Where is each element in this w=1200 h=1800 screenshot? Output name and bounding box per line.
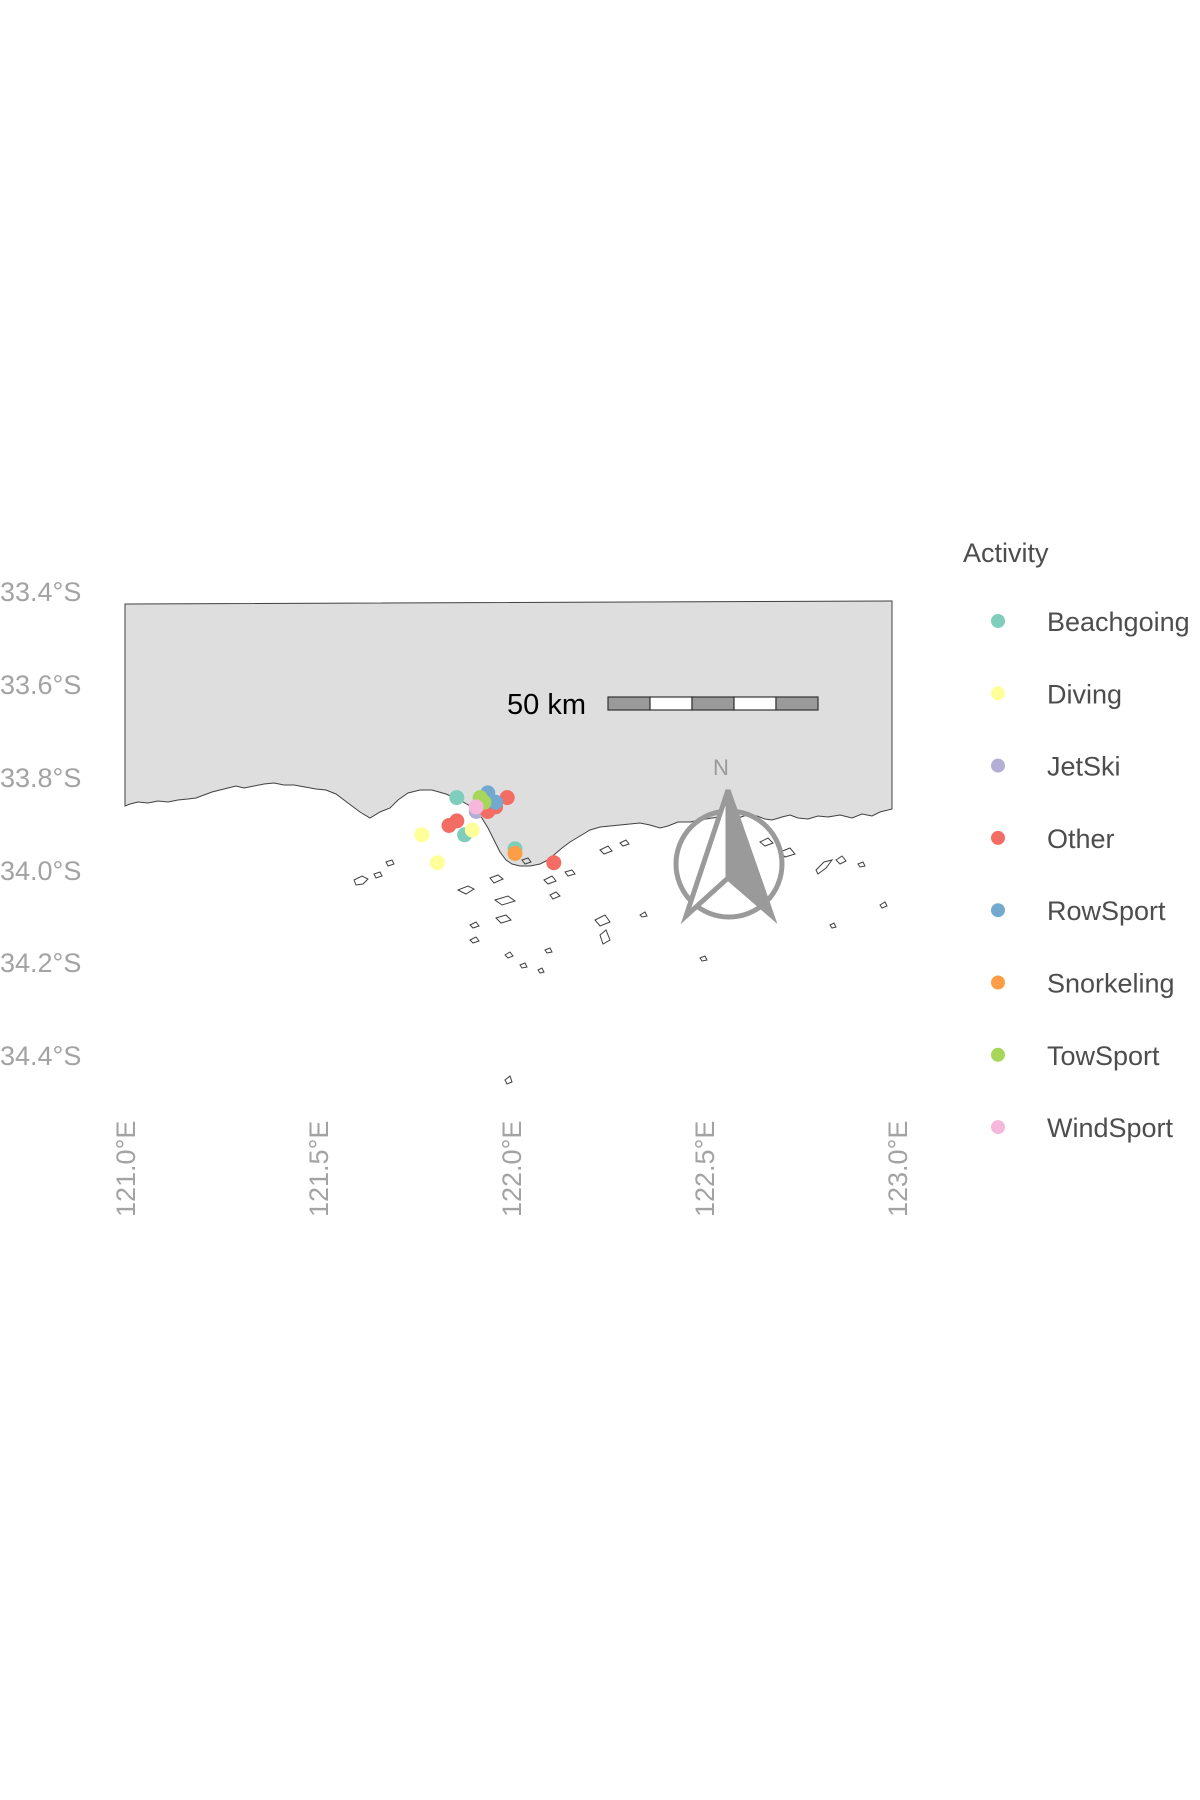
island [829, 922, 837, 929]
island [519, 962, 528, 969]
north-arrow-label: N [713, 755, 729, 780]
island [599, 929, 611, 945]
scale-bar-label: 50 km [507, 689, 586, 721]
island [537, 967, 545, 974]
activity-points [414, 785, 562, 871]
legend-title: Activity [963, 538, 1049, 568]
scale-segment [607, 696, 651, 711]
island [639, 911, 648, 918]
scale-bar: 50 km [507, 689, 819, 721]
island [504, 1075, 513, 1085]
legend-label: RowSport [1047, 896, 1166, 926]
point-other [546, 855, 562, 871]
legend-key [991, 686, 1005, 701]
legend-key [991, 1120, 1005, 1135]
island [619, 839, 630, 847]
island [373, 871, 383, 879]
island [699, 955, 708, 962]
island [564, 869, 576, 877]
y-tick-label: 33.6°S [0, 670, 81, 700]
legend-item-jetski: JetSki [991, 752, 1121, 782]
scale-segment [775, 696, 819, 711]
islands [353, 837, 888, 1085]
island [456, 885, 476, 895]
legend-key [991, 903, 1005, 918]
island [857, 861, 866, 868]
legend-item-beachgoing: Beachgoing [991, 607, 1190, 637]
legend-key [991, 975, 1005, 990]
island [353, 875, 369, 886]
north-arrow: N [673, 755, 785, 925]
x-tick-label: 123.0°E [883, 1121, 913, 1217]
island [759, 837, 774, 847]
legend-label: Beachgoing [1047, 607, 1190, 637]
legend-item-towsport: TowSport [991, 1041, 1160, 1071]
north-arrow-right-half [725, 789, 778, 925]
island [599, 845, 613, 855]
island [521, 857, 532, 865]
x-axis: 121.0°E 121.5°E 122.0°E 122.5°E 123.0°E [111, 1121, 913, 1217]
island [543, 875, 557, 885]
scale-segment [733, 696, 777, 711]
land-polygon [124, 600, 893, 867]
island [385, 859, 395, 867]
y-tick-label: 33.8°S [0, 763, 81, 793]
point-diving [414, 827, 430, 843]
legend-label: WindSport [1047, 1113, 1174, 1143]
x-tick-label: 122.0°E [497, 1121, 527, 1217]
legend-label: JetSki [1047, 752, 1121, 782]
y-tick-label: 34.4°S [0, 1041, 81, 1071]
legend-item-rowsport: RowSport [991, 896, 1166, 926]
legend-label: TowSport [1047, 1041, 1160, 1071]
island [544, 947, 553, 954]
island [489, 874, 504, 884]
x-tick-label: 122.5°E [690, 1121, 720, 1217]
point-windsport [468, 799, 484, 815]
point-snorkeling [507, 845, 523, 861]
legend-item-diving: Diving [991, 679, 1122, 709]
point-other [449, 813, 465, 829]
legend-label: Snorkeling [1047, 969, 1175, 999]
y-tick-label: 34.0°S [0, 856, 81, 886]
scale-segment [691, 696, 735, 711]
island [493, 895, 517, 906]
x-tick-label: 121.0°E [111, 1121, 141, 1217]
legend-key [991, 1047, 1005, 1062]
island [549, 891, 561, 900]
point-diving [429, 855, 445, 871]
legend-item-windsport: WindSport [991, 1113, 1174, 1143]
x-tick-label: 121.5°E [304, 1121, 334, 1217]
point-diving [464, 822, 480, 838]
scale-segment [649, 696, 693, 711]
y-axis: 33.4°S 33.6°S 33.8°S 34.0°S 34.2°S 34.4°… [0, 577, 81, 1071]
legend-key [991, 758, 1005, 773]
island [469, 921, 480, 929]
legend-item-other: Other [991, 824, 1115, 854]
point-other [499, 790, 515, 806]
island [879, 901, 888, 909]
island [594, 914, 611, 927]
point-rowsport [488, 794, 504, 810]
legend-items: Beachgoing Diving JetSki Other RowSport Snork… [991, 607, 1190, 1143]
y-tick-label: 34.2°S [0, 948, 81, 978]
legend-label: Diving [1047, 679, 1122, 709]
legend-key [991, 614, 1005, 628]
island [815, 859, 834, 875]
legend-item-snorkeling: Snorkeling [991, 969, 1175, 999]
legend-label: Other [1047, 824, 1115, 854]
island [495, 914, 512, 924]
legend-key [991, 830, 1005, 845]
island [504, 951, 514, 959]
legend: Activity Beachgoing Diving JetSki Other RowS… [963, 538, 1190, 1143]
island [835, 855, 847, 865]
point-beachgoing [449, 790, 465, 806]
island [469, 936, 480, 944]
y-tick-label: 33.4°S [0, 577, 81, 607]
